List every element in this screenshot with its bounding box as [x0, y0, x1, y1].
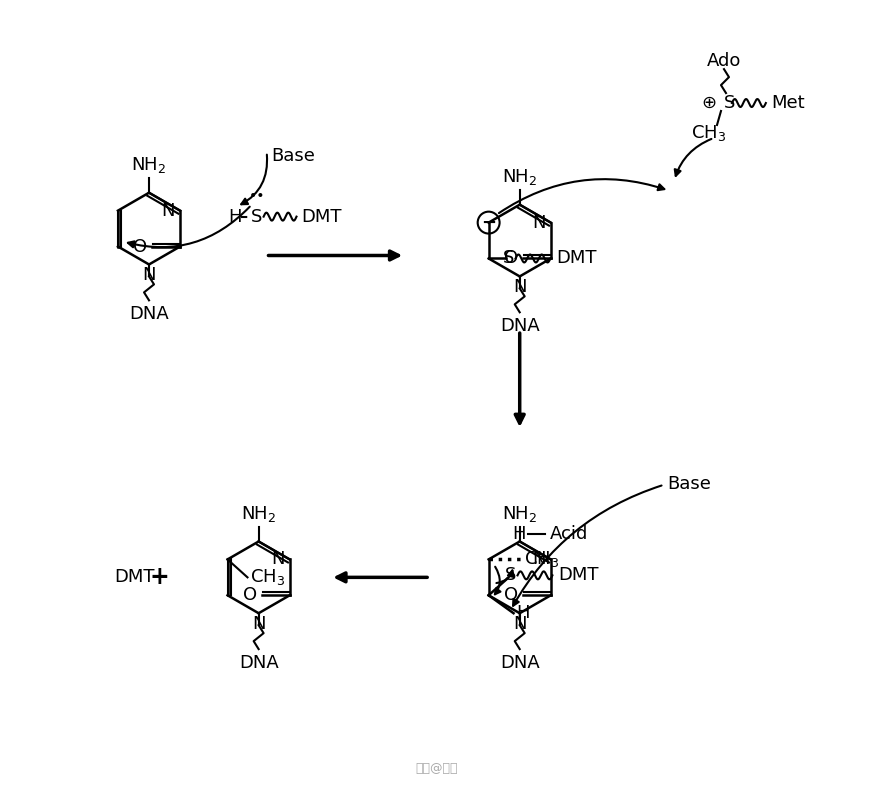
- Text: DNA: DNA: [500, 654, 539, 672]
- Text: O: O: [503, 250, 518, 267]
- Text: N: N: [513, 278, 526, 296]
- Text: S: S: [724, 94, 735, 112]
- Text: N: N: [252, 615, 266, 634]
- Text: H: H: [228, 207, 241, 225]
- Text: NH$_2$: NH$_2$: [131, 154, 167, 175]
- Text: DMT: DMT: [558, 567, 599, 585]
- Text: S: S: [505, 567, 517, 585]
- Text: N: N: [532, 214, 545, 232]
- Text: H: H: [512, 525, 525, 542]
- Text: 知乎@科研: 知乎@科研: [416, 762, 458, 775]
- Text: ⊕: ⊕: [701, 94, 716, 112]
- Text: Acid: Acid: [550, 525, 588, 542]
- Text: O: O: [243, 586, 257, 604]
- Text: Ado: Ado: [707, 52, 741, 70]
- Text: Base: Base: [667, 474, 711, 492]
- Text: +: +: [149, 565, 169, 589]
- Text: −: −: [481, 214, 496, 232]
- Text: N: N: [162, 202, 175, 220]
- Text: DNA: DNA: [500, 318, 539, 335]
- Text: DMT: DMT: [114, 568, 155, 586]
- Text: ••: ••: [248, 188, 265, 203]
- Text: DNA: DNA: [239, 654, 279, 672]
- Text: N: N: [513, 615, 526, 634]
- Text: DMT: DMT: [557, 250, 597, 267]
- Text: S: S: [503, 250, 514, 267]
- Text: NH$_2$: NH$_2$: [502, 504, 538, 523]
- Text: CH$_3$: CH$_3$: [524, 549, 558, 570]
- Text: N: N: [532, 550, 545, 568]
- Text: O: O: [133, 237, 147, 255]
- Text: CH$_3$: CH$_3$: [691, 123, 726, 143]
- Text: N: N: [271, 550, 285, 568]
- Text: Base: Base: [272, 147, 316, 165]
- Text: NH$_2$: NH$_2$: [241, 504, 276, 523]
- Text: Met: Met: [771, 94, 804, 112]
- Text: DNA: DNA: [129, 305, 169, 323]
- Text: CH$_3$: CH$_3$: [251, 567, 286, 587]
- Text: DMT: DMT: [302, 207, 342, 225]
- Text: S: S: [251, 207, 262, 225]
- Text: N: N: [142, 266, 156, 284]
- Text: O: O: [503, 586, 518, 604]
- Text: H: H: [517, 604, 530, 623]
- Text: NH$_2$: NH$_2$: [502, 167, 538, 187]
